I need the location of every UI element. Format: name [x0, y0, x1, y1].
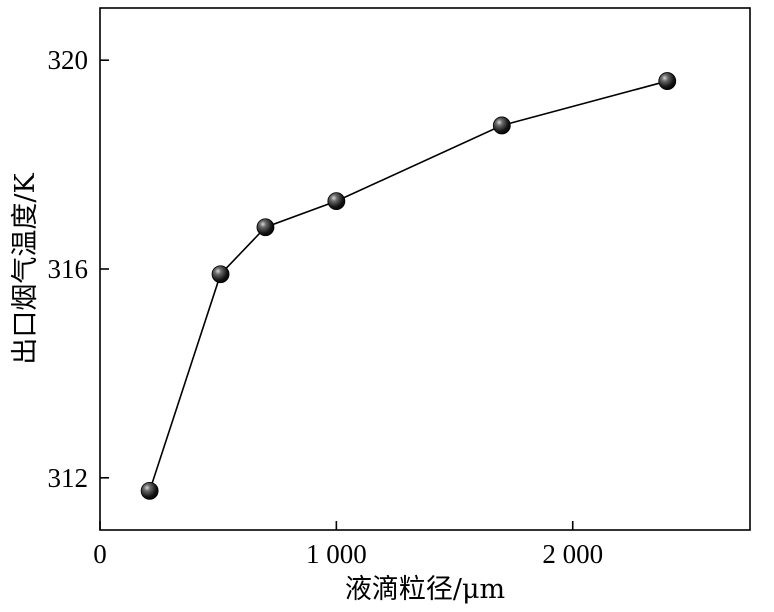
x-tick-label: 1 000: [306, 539, 367, 569]
series-layer: [140, 72, 677, 500]
data-point: [140, 481, 159, 500]
y-tick-label: 320: [48, 45, 89, 75]
data-point: [492, 116, 511, 135]
y-axis: 312 316 320: [48, 45, 109, 493]
x-tick-label: 0: [93, 539, 107, 569]
y-tick-label: 312: [48, 463, 89, 493]
x-axis: 0 1 000 2 000: [93, 521, 603, 569]
y-tick-label: 316: [48, 254, 89, 284]
x-tick-label: 2 000: [542, 539, 603, 569]
plot-frame: [99, 7, 751, 531]
x-axis-title: 液滴粒径/μm: [345, 574, 505, 605]
y-axis-title: 出口烟气温度/K: [10, 173, 41, 365]
data-point: [658, 72, 677, 90]
data-point: [327, 192, 346, 211]
data-point: [211, 265, 230, 284]
data-point: [256, 218, 275, 237]
series-line: [148, 80, 668, 492]
